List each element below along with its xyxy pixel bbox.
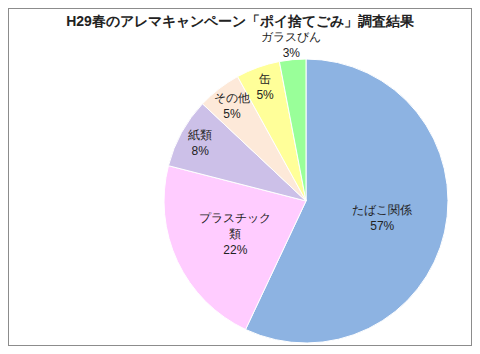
html-text:H29春のアレマキャンペーン「ポイ捨てごみ」調査結果: H29春のアレマキャンペーン「ポイ捨てごみ」調査結果	[66, 13, 414, 29]
svg-text:ガラスびん3%: ガラスびん3%	[261, 30, 321, 60]
svg-text:たばこ関係57%: たばこ関係57%	[352, 203, 412, 233]
svg-text:その他5%: その他5%	[214, 91, 250, 121]
svg-text:紙類8%: 紙類8%	[188, 128, 212, 158]
svg-text:缶5%: 缶5%	[256, 72, 274, 102]
svg-text:プラスチック類22%: プラスチック類22%	[199, 211, 271, 257]
